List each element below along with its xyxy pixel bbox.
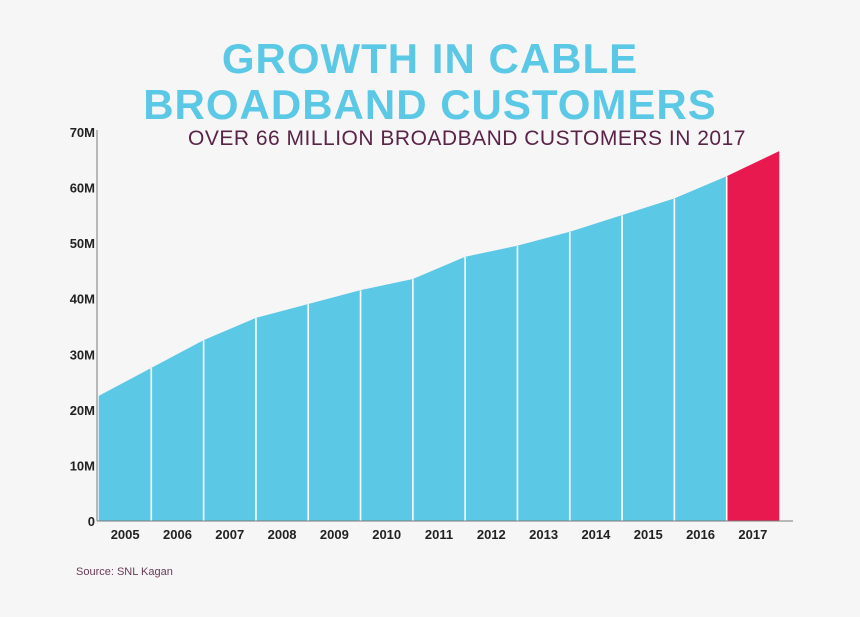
x-tick-label-2007: 2007 <box>215 527 244 542</box>
area-segment-2017 <box>726 151 780 522</box>
y-tick-label: 50M <box>70 236 95 251</box>
area-segment-2016 <box>674 176 727 522</box>
x-tick-label-2017: 2017 <box>738 527 767 542</box>
x-tick-label-2005: 2005 <box>111 527 140 542</box>
x-tick-label-2012: 2012 <box>477 527 506 542</box>
area-segment-2011 <box>412 256 466 522</box>
y-tick-label: 70M <box>70 125 95 140</box>
area-segment-2015 <box>621 198 675 522</box>
y-tick-label: 30M <box>70 347 95 362</box>
x-tick-label-2013: 2013 <box>529 527 558 542</box>
x-tick-label-2015: 2015 <box>634 527 663 542</box>
area-segment-2005 <box>98 367 152 522</box>
area-segment-2008 <box>255 303 309 522</box>
area-segment-2013 <box>517 231 571 522</box>
area-segment-2006 <box>151 339 204 522</box>
chart-title-line1: GROWTH IN CABLE <box>221 35 639 82</box>
area-segment-2009 <box>307 290 361 522</box>
chart-subtitle: OVER 66 MILLION BROADBAND CUSTOMERS IN 2… <box>188 127 746 150</box>
x-tick-label-2011: 2011 <box>425 527 453 542</box>
x-tick-label-2016: 2016 <box>686 527 715 542</box>
source-note: Source: SNL Kagan <box>76 566 173 578</box>
y-tick-label: 40M <box>70 292 95 307</box>
x-tick-label-2008: 2008 <box>268 527 297 542</box>
y-tick-label: 0 <box>88 514 95 529</box>
area-segment-2014 <box>569 215 623 522</box>
y-tick-label: 60M <box>70 181 95 196</box>
y-tick-label: 10M <box>70 458 95 473</box>
x-tick-label-2010: 2010 <box>372 527 401 542</box>
area-segment-2012 <box>464 245 518 522</box>
area-segment-2010 <box>360 278 414 522</box>
area-segment-2007 <box>203 317 257 522</box>
y-tick-label: 20M <box>70 403 95 418</box>
x-tick-label-2006: 2006 <box>163 527 192 542</box>
x-tick-label-2009: 2009 <box>320 527 349 542</box>
chart-title-line2: BROADBAND CUSTOMERS <box>143 81 717 128</box>
x-tick-label-2014: 2014 <box>581 527 611 542</box>
